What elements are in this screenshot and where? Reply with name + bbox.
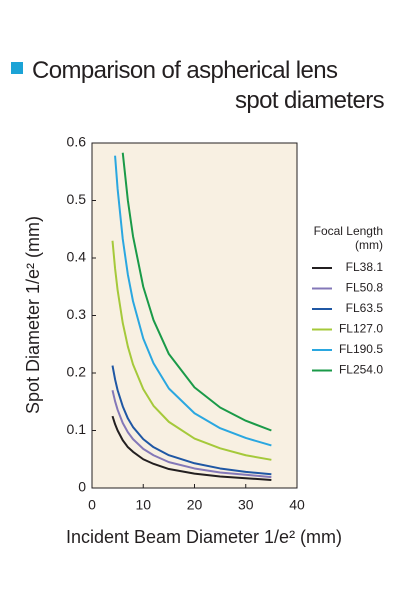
y-axis-label: Spot Diameter 1/e² (mm) <box>23 216 43 414</box>
legend-label: FL127.0 <box>339 322 383 336</box>
legend-label: FL50.8 <box>346 281 384 295</box>
y-tick-label: 0.5 <box>67 191 87 207</box>
series-line <box>111 365 272 476</box>
legend-label: FL63.5 <box>346 301 384 315</box>
y-tick-label: 0.3 <box>67 306 87 322</box>
legend-label: FL254.0 <box>339 363 383 377</box>
y-tick-label: 0 <box>78 479 86 495</box>
series-line <box>114 155 272 447</box>
y-tick-label: 0.6 <box>67 134 87 150</box>
series-line <box>111 390 272 479</box>
legend-label: FL38.1 <box>346 260 384 274</box>
legend-title: (mm) <box>355 238 383 252</box>
y-tick-label: 0.2 <box>67 364 87 380</box>
legend-title: Focal Length <box>314 224 383 238</box>
series-line <box>111 240 272 461</box>
series-line <box>121 152 272 432</box>
plot-background <box>92 143 297 488</box>
title-marker <box>11 62 23 74</box>
y-tick-label: 0.4 <box>67 249 87 265</box>
x-tick-label: 0 <box>88 497 96 513</box>
plot-lines <box>111 152 272 481</box>
x-tick-label: 40 <box>289 497 305 513</box>
series-line <box>111 415 272 481</box>
x-axis-label: Incident Beam Diameter 1/e² (mm) <box>66 527 342 547</box>
x-tick-label: 20 <box>187 497 203 513</box>
x-tick-label: 10 <box>135 497 151 513</box>
y-tick-label: 0.1 <box>67 421 87 437</box>
chart-title: Comparison of aspherical lens spot diame… <box>32 57 385 114</box>
x-tick-label: 30 <box>238 497 254 513</box>
legend-label: FL190.5 <box>339 342 383 356</box>
